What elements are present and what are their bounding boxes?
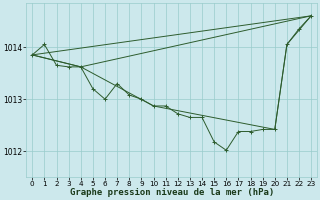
X-axis label: Graphe pression niveau de la mer (hPa): Graphe pression niveau de la mer (hPa): [69, 188, 274, 197]
